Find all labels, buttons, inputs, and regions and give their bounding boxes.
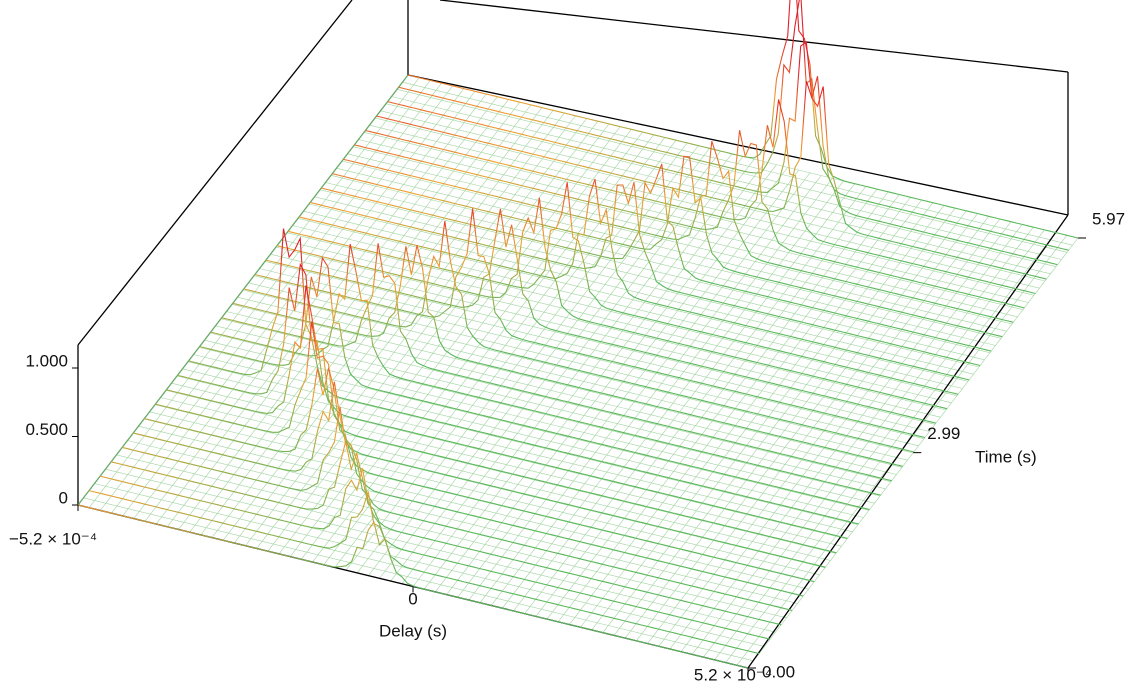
box-edge <box>439 0 1069 73</box>
y-tick-label: 5.97 <box>1092 209 1125 228</box>
mesh-line <box>385 103 1057 267</box>
trace <box>88 490 760 655</box>
trace <box>199 256 870 511</box>
mesh-line <box>691 224 1023 655</box>
mesh-line <box>358 139 1029 303</box>
trace <box>77 504 749 669</box>
trace <box>365 99 1036 295</box>
mesh-line <box>363 132 1035 296</box>
trace <box>387 41 1058 266</box>
mesh-line <box>396 89 1068 253</box>
floor-mesh <box>77 74 1079 669</box>
trace <box>166 285 837 554</box>
mesh-line <box>703 226 1034 658</box>
floor-edge <box>77 74 409 506</box>
mesh-line <box>369 124 1040 289</box>
trace <box>376 81 1047 280</box>
labels: Delay (s) Time (s) −5.2 × 10⁻⁴ 0 5.2 × 10⁻… <box>9 209 1125 684</box>
floor-edge <box>747 214 1069 669</box>
trace <box>287 182 959 395</box>
mesh-line <box>380 110 1051 275</box>
box-edge <box>77 0 353 346</box>
y-tick-label: 2.99 <box>927 424 960 443</box>
trace <box>254 208 926 439</box>
trace <box>276 197 948 410</box>
mesh-line <box>402 81 1073 246</box>
trace <box>243 220 914 453</box>
x-tick-label: 5.2 × 10⁻⁴ <box>694 665 772 684</box>
trace <box>111 441 782 626</box>
trace <box>354 130 1025 309</box>
trace <box>188 228 859 525</box>
trace <box>398 0 1069 251</box>
x-axis-title: Delay (s) <box>379 621 447 640</box>
traces <box>77 0 1079 669</box>
trace <box>221 243 892 482</box>
mesh-line <box>391 96 1062 260</box>
trace <box>343 141 1014 323</box>
trace <box>265 208 937 424</box>
x-tick-label: 0 <box>408 589 417 608</box>
trace <box>321 163 992 352</box>
x-tick-label: −5.2 × 10⁻⁴ <box>9 529 97 548</box>
z-tick-label: 0.500 <box>25 420 68 439</box>
trace <box>310 182 981 367</box>
trace <box>298 178 970 381</box>
trace <box>210 243 881 496</box>
trace <box>155 321 826 568</box>
trace <box>133 381 804 597</box>
mesh-line <box>352 146 1024 310</box>
mesh-line <box>680 221 1012 652</box>
trace <box>332 155 1003 338</box>
y-tick-label: 0.00 <box>762 662 795 681</box>
y-axis-title: Time (s) <box>975 447 1037 466</box>
z-tick-label: 0 <box>59 488 68 507</box>
trace <box>122 406 793 611</box>
mesh-line <box>714 229 1045 661</box>
mesh-line <box>374 117 1046 282</box>
trace <box>407 0 1079 239</box>
z-tick-label: 1.000 <box>25 351 68 370</box>
trace <box>99 468 771 640</box>
trace <box>144 367 815 583</box>
trace <box>177 262 848 539</box>
trace <box>232 245 903 467</box>
